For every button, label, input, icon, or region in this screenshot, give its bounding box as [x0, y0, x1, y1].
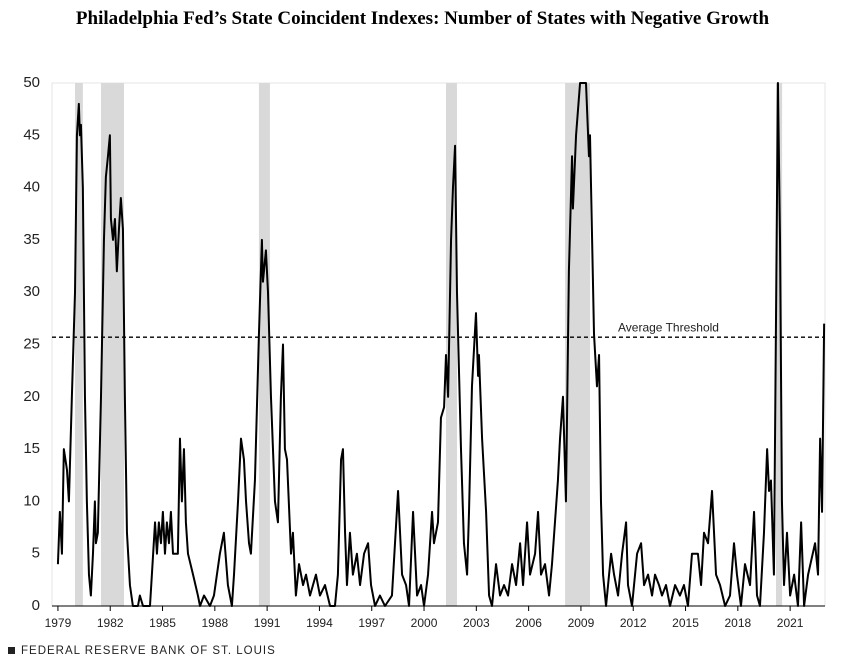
x-tick-label: 1985 — [149, 616, 176, 630]
x-tick-label: 1994 — [306, 616, 333, 630]
y-tick-label: 40 — [23, 179, 40, 196]
y-tick-label: 35 — [23, 231, 40, 248]
x-tick-label: 1991 — [254, 616, 281, 630]
y-tick-label: 50 — [23, 74, 40, 91]
y-tick-label: 10 — [23, 492, 40, 509]
x-tick-label: 1997 — [358, 616, 385, 630]
threshold-label: Average Threshold — [618, 320, 719, 334]
y-tick-label: 30 — [23, 283, 40, 300]
chart: 0 5 10 15 20 25 30 35 40 45 50 1979 1982 1985 1988 1991… — [23, 74, 826, 630]
source-icon — [8, 647, 15, 654]
y-tick-label: 45 — [23, 126, 40, 143]
x-tick-label: 2006 — [515, 616, 542, 630]
x-tick-label: 2003 — [463, 616, 490, 630]
recession-band — [565, 83, 590, 606]
recession-band — [75, 83, 83, 606]
x-tick-label: 2009 — [568, 616, 595, 630]
x-tick-label: 1979 — [45, 616, 72, 630]
x-tick-label: 1982 — [97, 616, 124, 630]
y-tick-label: 25 — [23, 335, 40, 352]
x-tick-label: 2018 — [724, 616, 751, 630]
x-tick-label: 2015 — [672, 616, 699, 630]
data-line — [56, 82, 826, 607]
source-note: FEDERAL RESERVE BANK OF ST. LOUIS — [8, 645, 276, 657]
chart-title: Philadelphia Fed’s State Coincident Inde… — [75, 8, 770, 29]
x-tick-label: 2012 — [620, 616, 647, 630]
recession-band — [445, 83, 457, 606]
x-tick-label: 1988 — [201, 616, 228, 630]
recession-band — [776, 83, 783, 606]
x-tick-label: 2021 — [777, 616, 804, 630]
recession-band — [258, 83, 270, 606]
y-tick-label: 15 — [23, 440, 40, 457]
y-tick-label: 20 — [23, 388, 40, 405]
recession-band — [100, 83, 125, 606]
y-tick-label: 0 — [32, 597, 40, 614]
source-text: FEDERAL RESERVE BANK OF ST. LOUIS — [21, 645, 276, 657]
y-tick-label: 5 — [32, 545, 40, 562]
x-tick-label: 2000 — [411, 616, 438, 630]
